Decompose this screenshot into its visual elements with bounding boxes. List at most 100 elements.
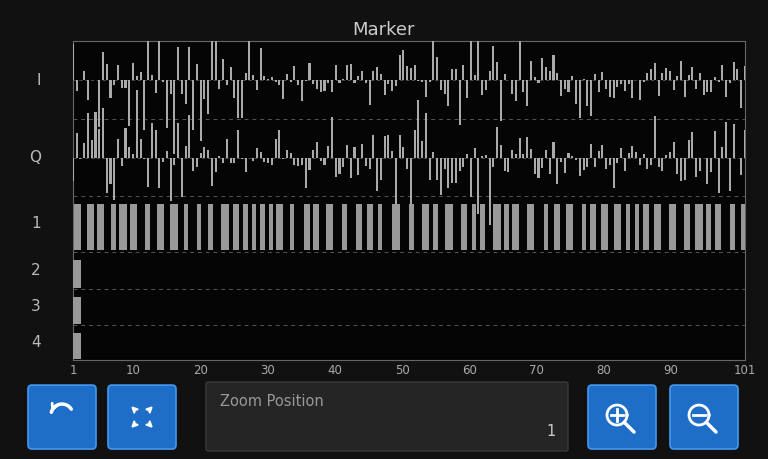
Bar: [733, 124, 735, 158]
Bar: [729, 80, 731, 83]
Bar: [402, 147, 405, 158]
FancyBboxPatch shape: [28, 385, 96, 449]
Bar: [699, 158, 701, 171]
Bar: [313, 150, 314, 158]
Bar: [184, 146, 187, 158]
Bar: [79, 158, 81, 159]
Bar: [313, 80, 314, 84]
Bar: [128, 147, 131, 158]
Bar: [73, 260, 81, 288]
Bar: [575, 158, 577, 160]
Bar: [643, 80, 644, 83]
Bar: [170, 158, 171, 201]
Bar: [399, 135, 401, 158]
Bar: [83, 143, 85, 158]
Bar: [271, 77, 273, 80]
Bar: [113, 80, 115, 85]
Bar: [504, 74, 505, 80]
Bar: [87, 113, 89, 158]
Bar: [98, 80, 101, 127]
Bar: [260, 204, 266, 250]
Bar: [481, 80, 483, 95]
Bar: [170, 204, 178, 250]
Bar: [436, 158, 438, 179]
Bar: [361, 144, 363, 158]
Bar: [192, 80, 194, 130]
Bar: [323, 158, 326, 165]
Bar: [339, 158, 340, 174]
Bar: [196, 64, 198, 80]
Bar: [241, 158, 243, 159]
Bar: [177, 123, 179, 158]
Bar: [530, 61, 532, 80]
Bar: [447, 158, 449, 188]
Bar: [357, 76, 359, 80]
Bar: [297, 80, 300, 84]
Bar: [98, 204, 104, 250]
Bar: [500, 146, 502, 158]
Bar: [130, 204, 137, 250]
Bar: [631, 146, 634, 158]
Bar: [342, 204, 346, 250]
Bar: [124, 128, 127, 158]
Bar: [297, 158, 300, 166]
Bar: [260, 151, 262, 158]
Bar: [677, 158, 678, 174]
Bar: [598, 151, 600, 158]
Bar: [230, 158, 232, 163]
Bar: [233, 158, 236, 163]
Bar: [343, 79, 344, 80]
Bar: [233, 204, 240, 250]
Bar: [180, 158, 183, 197]
Bar: [369, 158, 371, 169]
Bar: [522, 80, 525, 93]
Bar: [691, 132, 694, 158]
Bar: [710, 158, 712, 172]
Bar: [492, 158, 495, 168]
Bar: [402, 50, 405, 80]
Bar: [614, 204, 621, 250]
Text: Zoom Position: Zoom Position: [220, 394, 324, 409]
Bar: [715, 204, 721, 250]
Bar: [635, 152, 637, 158]
Bar: [601, 204, 607, 250]
Bar: [154, 130, 157, 158]
Bar: [309, 63, 310, 80]
Bar: [474, 75, 475, 80]
Bar: [590, 144, 592, 158]
Bar: [353, 80, 356, 83]
Bar: [207, 150, 209, 158]
Bar: [504, 204, 508, 250]
Bar: [436, 57, 438, 80]
Bar: [522, 154, 525, 158]
Bar: [387, 80, 389, 84]
Bar: [378, 204, 382, 250]
Bar: [733, 62, 735, 80]
Bar: [665, 155, 667, 158]
Bar: [184, 80, 187, 104]
Bar: [627, 80, 630, 84]
Bar: [616, 158, 618, 163]
Bar: [631, 80, 634, 98]
Bar: [207, 80, 209, 114]
Bar: [263, 158, 266, 162]
Bar: [440, 158, 442, 196]
Bar: [721, 65, 723, 80]
Bar: [290, 80, 292, 82]
Bar: [305, 80, 306, 81]
Bar: [76, 133, 78, 158]
Bar: [425, 113, 427, 158]
Bar: [147, 27, 149, 80]
Bar: [472, 204, 476, 250]
Bar: [680, 158, 682, 181]
Bar: [579, 80, 581, 118]
Bar: [335, 158, 337, 177]
Bar: [458, 158, 461, 171]
Bar: [496, 127, 498, 158]
Bar: [349, 64, 352, 80]
Bar: [447, 80, 449, 106]
Bar: [695, 80, 697, 89]
Bar: [79, 79, 81, 80]
Bar: [110, 158, 111, 184]
Bar: [566, 204, 573, 250]
